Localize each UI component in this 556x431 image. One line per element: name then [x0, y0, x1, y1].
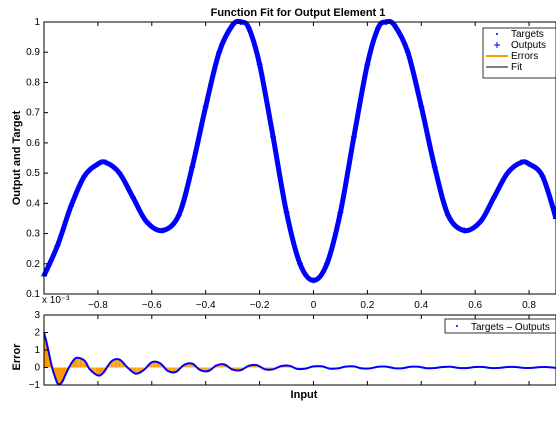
bottom-y-tick-label: 2	[34, 328, 40, 339]
target-point	[479, 220, 482, 223]
top-plot-title: Function Fit for Output Element 1	[211, 7, 386, 19]
target-point	[96, 163, 99, 166]
target-point	[463, 229, 466, 232]
target-point	[447, 214, 450, 217]
bottom-y-tick-label: −1	[29, 380, 41, 391]
target-point	[161, 229, 164, 232]
target-point	[325, 262, 328, 265]
target-point	[56, 244, 59, 247]
top-y-tick-label: 0.1	[26, 289, 40, 300]
bottom-y-tick-label: 0	[34, 363, 40, 374]
legend-outputs-marker	[494, 42, 500, 48]
bottom-y-tick-label: 1	[34, 345, 40, 356]
target-point	[145, 220, 148, 223]
top-x-tick-label: −0.4	[196, 300, 216, 311]
top-y-tick-label: 0.3	[26, 229, 40, 240]
target-point	[218, 51, 221, 54]
top-y-tick-label: 0.8	[26, 77, 40, 88]
target-point	[366, 63, 369, 66]
top-x-tick-label: 0.2	[360, 300, 374, 311]
legend-targets-marker	[496, 33, 498, 35]
target-point	[312, 279, 315, 282]
top-x-tick-label: 0.8	[522, 300, 536, 311]
top-y-tick-label: 0.5	[26, 168, 40, 179]
target-point	[177, 214, 180, 217]
top-y-axis-label: Output and Target	[11, 110, 23, 205]
target-point	[506, 172, 509, 175]
error-line	[43, 332, 556, 386]
target-point	[204, 105, 207, 108]
bottom-x-axis-label: Input	[291, 389, 318, 401]
top-plot-frame	[43, 21, 556, 295]
bottom-y-axis-label: Error	[11, 343, 23, 371]
legend-error-marker	[456, 325, 458, 327]
top-legend-box	[482, 27, 556, 79]
top-y-tick-label: 0.4	[26, 198, 40, 209]
target-point	[247, 27, 250, 30]
output-point	[553, 215, 556, 222]
target-point	[272, 135, 275, 138]
target-point	[377, 27, 380, 30]
target-point	[519, 161, 522, 164]
target-point	[191, 166, 194, 169]
top-x-tick-label: −0.6	[142, 300, 162, 311]
target-point	[528, 163, 531, 166]
bottom-legend: Targets – Outputs	[444, 318, 556, 334]
error-multiplier-label: x 10⁻³	[42, 295, 70, 306]
top-y-tick-label: 0.2	[26, 259, 40, 270]
target-point	[352, 135, 355, 138]
top-y-tick-label: 0.7	[26, 108, 40, 119]
top-x-tick-label: 0.4	[414, 300, 428, 311]
target-point	[541, 175, 544, 178]
top-x-tick-label: 0.6	[468, 300, 482, 311]
top-y-tick-label: 1	[34, 17, 40, 28]
target-point	[420, 105, 423, 108]
outputs-band	[41, 18, 556, 283]
target-point	[231, 24, 234, 27]
top-x-tick-label: −0.8	[88, 300, 108, 311]
bottom-y-tick-label: 3	[34, 310, 40, 321]
fit-line	[43, 20, 556, 281]
target-point	[118, 172, 121, 175]
target-point	[433, 166, 436, 169]
legend-label: Outputs	[511, 40, 546, 51]
bottom-legend-label: Targets – Outputs	[471, 322, 550, 333]
legend-label: Targets	[511, 29, 544, 40]
target-point	[258, 63, 261, 66]
bottom-plot: Input Error x 10⁻³ −1 0 1 2 3 Targets – Outp…	[11, 295, 556, 401]
legend-label: Fit	[511, 62, 522, 73]
target-point	[83, 175, 86, 178]
target-point	[69, 205, 72, 208]
top-y-tick-label: 0.9	[26, 47, 40, 58]
target-point	[131, 196, 134, 199]
top-y-tick-label: 0.6	[26, 138, 40, 149]
top-x-tick-label: 0	[311, 300, 317, 311]
top-plot: Function Fit for Output Element 1 Output…	[11, 7, 556, 311]
target-point	[339, 211, 342, 214]
legend-label: Errors	[511, 51, 538, 62]
top-x-tick-label: −0.2	[250, 300, 270, 311]
target-point	[299, 262, 301, 265]
target-point	[285, 211, 288, 214]
bottom-legend-box	[444, 318, 556, 334]
target-point	[393, 24, 396, 27]
target-point	[406, 51, 409, 54]
target-point	[104, 161, 107, 164]
target-point	[493, 196, 496, 199]
